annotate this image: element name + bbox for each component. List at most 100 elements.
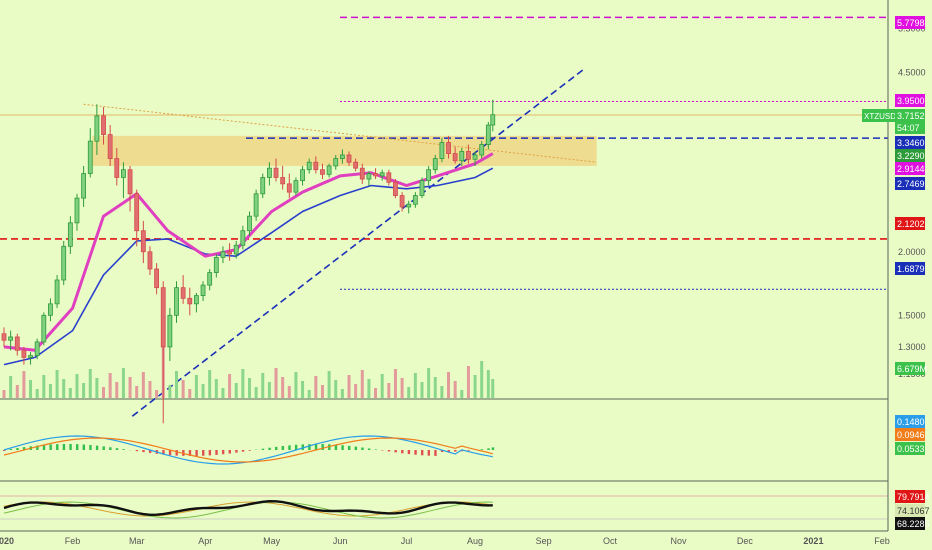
- price-tick-label: 2.0000: [898, 247, 926, 257]
- candle-body: [490, 114, 496, 126]
- volume-bar: [102, 387, 106, 398]
- candle-body: [48, 303, 53, 316]
- macd-histogram-bar: [228, 450, 231, 454]
- volume-bar: [380, 374, 384, 398]
- rsi-label: 74.1067: [897, 506, 930, 516]
- price-label: 5.7798: [897, 18, 925, 28]
- volume-bar: [135, 386, 139, 398]
- volume-bar: [491, 379, 495, 398]
- candle-body: [207, 272, 213, 286]
- volume-bar: [221, 388, 225, 398]
- rsi-pane: [0, 495, 888, 532]
- volume-bar: [374, 388, 378, 398]
- volume-bar: [75, 374, 79, 398]
- candle-body: [34, 341, 40, 356]
- macd-histogram-bar: [454, 450, 457, 452]
- macd-histogram-bar: [168, 450, 172, 456]
- candle-body: [452, 153, 458, 162]
- price-label: 6.679M: [897, 364, 927, 374]
- macd-label-bg: [895, 442, 925, 455]
- rsi-label: 68.2285: [897, 519, 930, 529]
- candle-body: [213, 256, 219, 274]
- macd-histogram-bar: [135, 450, 139, 452]
- price-label: 2.9144: [897, 164, 925, 174]
- volume-bar: [473, 375, 477, 398]
- volume-bar: [62, 379, 66, 398]
- volume-bar: [29, 380, 33, 398]
- time-tick-label: Mar: [129, 536, 145, 546]
- volume-bar: [267, 382, 271, 398]
- macd-histogram-bar: [22, 447, 26, 450]
- macd-histogram-bar: [394, 450, 397, 453]
- time-tick-label: Aug: [467, 536, 483, 546]
- volume-bar: [334, 380, 338, 398]
- candle-body: [313, 161, 319, 171]
- macd-histogram-bar: [348, 445, 351, 450]
- rsi-label-bg: [895, 504, 925, 517]
- price-label-bg: [895, 217, 925, 230]
- candle-body: [94, 115, 100, 142]
- macd-histogram-bar: [460, 450, 464, 452]
- candle-body: [273, 167, 279, 178]
- volume-bar: [188, 389, 192, 398]
- volume-bar: [48, 384, 52, 398]
- macd-histogram-bar: [334, 444, 338, 450]
- volume-bar: [347, 375, 351, 398]
- volume-bar: [466, 366, 470, 398]
- price-label-bg: [895, 177, 925, 190]
- macd-histogram-bar: [374, 449, 377, 450]
- price-label: 1.6879: [897, 264, 925, 274]
- candle-body: [419, 180, 425, 196]
- macd-histogram-bar: [175, 450, 178, 456]
- time-tick-label: Apr: [198, 536, 212, 546]
- candle-body: [359, 167, 365, 180]
- volume-bar: [307, 390, 311, 398]
- time-tick-label: Sep: [536, 536, 552, 546]
- macd-histogram-bar: [341, 445, 344, 450]
- candle-body: [74, 197, 80, 224]
- signal-line: [3, 437, 493, 463]
- candle-body: [194, 295, 199, 305]
- time-tick-label: Feb: [874, 536, 890, 546]
- macd-histogram-bar: [195, 450, 198, 456]
- candle-body: [253, 193, 259, 217]
- candle-body: [28, 355, 33, 358]
- candle-body: [446, 142, 451, 154]
- macd-histogram-bar: [122, 449, 125, 450]
- macd-histogram-bar: [102, 446, 105, 450]
- candle-body: [326, 165, 332, 175]
- macd-histogram-bar: [301, 444, 304, 450]
- macd-histogram-bar: [208, 450, 212, 456]
- macd-histogram-bar: [427, 450, 431, 456]
- volume-bar: [214, 379, 218, 398]
- candle-body: [167, 314, 173, 348]
- macd-histogram-bar: [387, 450, 391, 452]
- time-tick-label: Nov: [671, 536, 688, 546]
- volume-bar: [194, 375, 198, 398]
- candle-body: [286, 183, 292, 193]
- macd-histogram-bar: [480, 449, 484, 450]
- volume-bar: [460, 390, 464, 398]
- candle-body: [107, 134, 113, 159]
- candle-body: [233, 244, 239, 255]
- symbol-tag: XTZUSD: [864, 112, 896, 121]
- resistance-zone: [92, 135, 597, 166]
- candle-body: [373, 173, 378, 177]
- candle-body: [247, 215, 252, 232]
- macd-pane: [0, 435, 888, 482]
- macd-histogram-bar: [241, 450, 245, 452]
- time-tick-label: May: [263, 536, 281, 546]
- volume-bar: [88, 369, 92, 398]
- volume-bar: [208, 370, 212, 398]
- volume-bar: [367, 379, 371, 398]
- candle-body: [439, 142, 445, 159]
- macd-histogram-bar: [314, 444, 318, 450]
- volume-bar: [387, 383, 391, 398]
- candle-body: [180, 287, 186, 299]
- macd-histogram-bar: [407, 450, 411, 455]
- candle-body: [459, 151, 465, 162]
- candle-body: [227, 251, 232, 255]
- price-axis[interactable]: 2.00006.50005.50004.50002.30001.50001.30…: [862, 0, 930, 531]
- time-axis[interactable]: 2020 Feb Mar Apr May Jun Jul Aug Sep Oct Nov Dec 202…: [0, 536, 890, 546]
